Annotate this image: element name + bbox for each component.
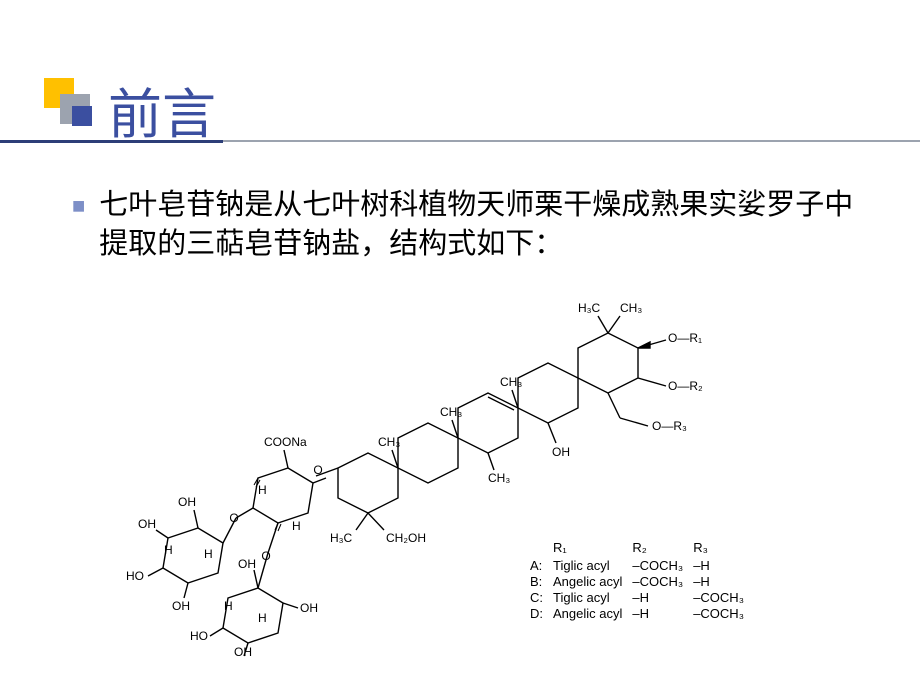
cell: C:	[530, 590, 553, 606]
label-or3: O—R₃	[652, 419, 687, 433]
label-h3c-2: H₃C	[330, 531, 353, 545]
label-oh-s4: OH	[300, 601, 318, 615]
label-h-3: H	[204, 547, 213, 561]
label-ch2oh: CH₂OH	[386, 531, 426, 545]
cell: –H	[632, 606, 693, 622]
label-ho-1: HO	[126, 569, 144, 583]
title-underline-dark	[0, 140, 223, 143]
label-or2: O—R₂	[668, 379, 703, 393]
label-oh-s3: OH	[234, 645, 252, 658]
label-ch3-2: CH₃	[500, 375, 522, 389]
label-h3c: H₃C	[578, 301, 601, 315]
label-o-2: O	[229, 511, 238, 525]
table-row: A: Tiglic acyl –COCH₃ –H	[530, 558, 754, 574]
label-h-6: H	[224, 599, 233, 613]
label-ch3-5: CH₃	[378, 435, 400, 449]
table-row: C: Tiglic acyl –H –COCH₃	[530, 590, 754, 606]
table-header: R₁ R₂ R₃	[530, 540, 754, 558]
th-r2: R₂	[632, 540, 693, 558]
table-row: D: Angelic acyl –H –COCH₃	[530, 606, 754, 622]
label-oh-s1: OH	[138, 517, 156, 531]
body: ■ 七叶皂苷钠是从七叶树科植物天师栗干燥成熟果实娑罗子中提取的三萜皂苷钠盐，结构…	[72, 186, 872, 264]
label-oh-s5: OH	[178, 495, 196, 509]
slide: 前言 ■ 七叶皂苷钠是从七叶树科植物天师栗干燥成熟果实娑罗子中提取的三萜皂苷钠盐…	[0, 0, 920, 690]
table-row: B: Angelic acyl –COCH₃ –H	[530, 574, 754, 590]
cell: –COCH₃	[693, 590, 754, 606]
title-row: 前言	[108, 70, 216, 149]
cell: –COCH₃	[632, 574, 693, 590]
label-coona: COONa	[264, 435, 307, 449]
label-oh-s2: OH	[172, 599, 190, 613]
label-h-1: H	[258, 483, 267, 497]
cell: Angelic acyl	[553, 606, 632, 622]
th-r3: R₃	[693, 540, 754, 558]
cell: Angelic acyl	[553, 574, 632, 590]
label-o-1: O	[313, 463, 322, 477]
cell: B:	[530, 574, 553, 590]
label-o-3: O	[261, 549, 270, 563]
bullet-icon: ■	[72, 186, 85, 226]
deco-square-blue	[72, 106, 92, 126]
cell: –COCH₃	[632, 558, 693, 574]
label-ho-2: HO	[190, 629, 208, 643]
cell: Tiglic acyl	[553, 558, 632, 574]
cell: –H	[632, 590, 693, 606]
cell: –H	[693, 558, 754, 574]
label-h-5: H	[258, 611, 267, 625]
cell: A:	[530, 558, 553, 574]
substituent-table: R₁ R₂ R₃ A: Tiglic acyl –COCH₃ –H B: Ang…	[530, 540, 754, 622]
label-ch3-3: CH₃	[440, 405, 462, 419]
label-ch3: CH₃	[620, 301, 642, 315]
th-r1: R₁	[553, 540, 632, 558]
label-or1: O—R₁	[668, 331, 702, 345]
body-text: 七叶皂苷钠是从七叶树科植物天师栗干燥成熟果实娑罗子中提取的三萜皂苷钠盐，结构式如…	[99, 186, 872, 264]
label-oh: OH	[552, 445, 570, 459]
label-ch3-4: CH₃	[488, 471, 510, 485]
bullet-row: ■ 七叶皂苷钠是从七叶树科植物天师栗干燥成熟果实娑罗子中提取的三萜皂苷钠盐，结构…	[72, 186, 872, 264]
label-h-4: H	[164, 543, 173, 557]
cell: –COCH₃	[693, 606, 754, 622]
cell: D:	[530, 606, 553, 622]
cell: Tiglic acyl	[553, 590, 632, 606]
slide-title: 前言	[108, 70, 216, 149]
th-blank	[530, 540, 553, 558]
cell: –H	[693, 574, 754, 590]
label-h-2: H	[292, 519, 301, 533]
label-oh-s6: OH	[238, 557, 256, 571]
